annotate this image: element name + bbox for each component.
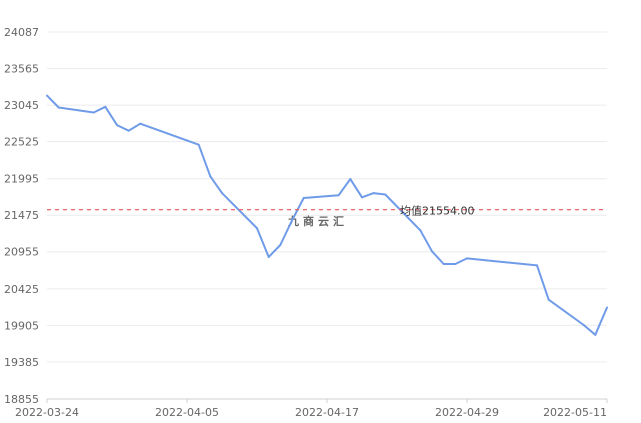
data-point [104, 105, 107, 108]
data-point [454, 262, 457, 265]
x-tick-label: 2022-04-05 [155, 406, 219, 419]
y-tick-label: 24087 [4, 26, 39, 39]
data-point [582, 323, 585, 326]
data-point [431, 250, 433, 253]
mean-line-label: 均值21554.00 [400, 205, 475, 218]
x-tick-label: 2022-04-29 [435, 406, 499, 419]
mean-line-group: 均值21554.00 [47, 205, 607, 218]
data-point [302, 197, 305, 200]
data-point [536, 264, 538, 267]
data-point [46, 94, 48, 97]
data-point [57, 106, 60, 109]
data-point [92, 111, 95, 114]
y-tick-label: 19905 [4, 319, 39, 332]
data-point [384, 193, 387, 196]
y-tick-label: 23565 [4, 63, 39, 76]
data-point [127, 129, 130, 132]
data-point [419, 229, 422, 232]
x-tick-label: 2022-04-17 [295, 406, 359, 419]
series-layer [46, 94, 608, 336]
y-tick-label: 21475 [4, 209, 39, 222]
y-tick-label: 20425 [4, 283, 39, 296]
data-point [606, 306, 608, 309]
data-point [139, 122, 142, 125]
y-tick-label: 21995 [4, 173, 39, 186]
y-axis: 24087 23565 23045 22525 21995 21475 20955 20425… [4, 26, 39, 406]
data-point [349, 178, 352, 181]
data-point [291, 219, 293, 222]
data-point [361, 196, 363, 199]
x-tick-label: 2022-03-24 [15, 406, 79, 419]
data-point [256, 227, 258, 230]
data-point [594, 333, 597, 336]
data-point [221, 192, 223, 195]
data-point [442, 262, 445, 265]
data-point [547, 298, 550, 301]
watermark-text: 九商云汇 [287, 214, 348, 228]
data-point [466, 257, 468, 260]
x-axis: 2022-03-24 2022-04-05 2022-04-17 2022-04-29… [15, 398, 608, 419]
y-tick-label: 18855 [4, 393, 39, 406]
y-tick-label: 23045 [4, 99, 39, 112]
data-point [116, 124, 118, 127]
data-point [209, 175, 212, 178]
data-point [267, 255, 270, 258]
x-tick-label: 2022-05-11 [543, 406, 607, 419]
data-point [279, 244, 282, 247]
data-point [197, 143, 200, 146]
data-point [372, 192, 375, 195]
y-tick-label: 22525 [4, 136, 39, 149]
y-tick-label: 20955 [4, 246, 39, 259]
series-line [46, 94, 608, 336]
data-point [337, 194, 340, 197]
y-tick-label: 19385 [4, 356, 39, 369]
